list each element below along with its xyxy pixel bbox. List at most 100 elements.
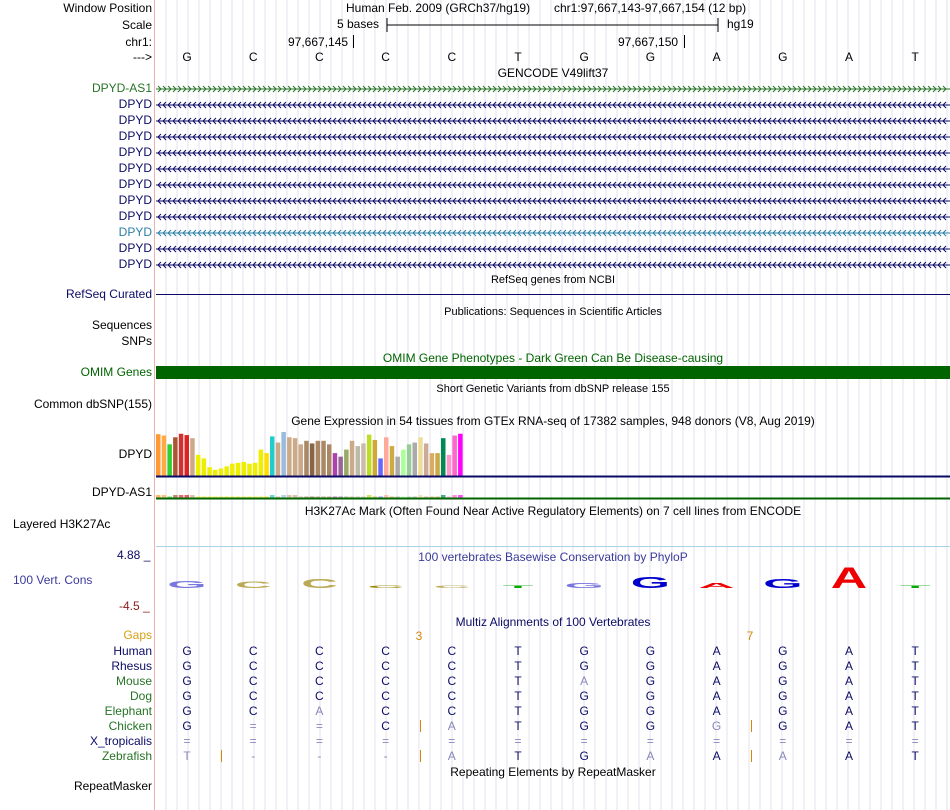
dbsnp-label[interactable]: Common dbSNP(155) bbox=[33, 397, 152, 411]
gtex-bar-as1 bbox=[275, 496, 281, 498]
gencode-track-label[interactable]: DPYD bbox=[118, 113, 152, 127]
gtex-bar-as1 bbox=[401, 496, 406, 498]
gencode-track-line[interactable] bbox=[156, 211, 950, 223]
phylop-letter: A bbox=[698, 581, 734, 589]
gtex-bar-as1 bbox=[441, 495, 446, 498]
alignment-base: G bbox=[182, 689, 192, 703]
gtex-bar-as1 bbox=[321, 496, 326, 498]
label-separator bbox=[154, 0, 155, 810]
gencode-track-line[interactable] bbox=[156, 115, 950, 127]
alignment-base: A bbox=[712, 704, 721, 718]
gtex-chart[interactable] bbox=[156, 428, 950, 500]
gencode-track-label[interactable]: DPYD bbox=[118, 177, 152, 191]
gtex-bar bbox=[366, 434, 372, 476]
gencode-track-line[interactable] bbox=[156, 147, 950, 159]
gtex-bar bbox=[435, 453, 440, 476]
species-label[interactable]: Elephant bbox=[104, 704, 152, 718]
gtex-bar bbox=[298, 444, 303, 476]
omim-bar[interactable] bbox=[156, 366, 950, 379]
pubs-sequences-label[interactable]: Sequences bbox=[91, 318, 152, 332]
phylop-letter: G bbox=[631, 573, 670, 591]
gaps-label: Gaps bbox=[123, 628, 152, 642]
gencode-track-label[interactable]: DPYD bbox=[118, 241, 152, 255]
alignment-base: C bbox=[381, 704, 390, 718]
gtex-bar bbox=[412, 442, 417, 476]
gtex-bar bbox=[270, 436, 275, 476]
gencode-track-label[interactable]: DPYD bbox=[118, 129, 152, 143]
position-range[interactable]: chr1:97,667,143-97,667,154 (12 bp) bbox=[554, 1, 747, 15]
gtex-bar bbox=[327, 444, 332, 476]
species-label[interactable]: Dog bbox=[129, 689, 152, 703]
gtex-bar-as1 bbox=[281, 495, 286, 498]
gencode-track-line[interactable] bbox=[156, 259, 950, 271]
gtex-bar-as1 bbox=[429, 496, 435, 498]
species-label[interactable]: Human bbox=[113, 644, 152, 658]
species-label[interactable]: X_tropicalis bbox=[89, 734, 152, 748]
refseq-label[interactable]: RefSeq Curated bbox=[65, 287, 152, 301]
alignment-base: C bbox=[315, 689, 324, 703]
gtex-bar-as1 bbox=[366, 495, 372, 498]
alignment-base: G bbox=[645, 644, 656, 658]
gencode-track-line[interactable] bbox=[156, 83, 950, 95]
gencode-track-label[interactable]: DPYD bbox=[118, 145, 152, 159]
gtex-bar-as1 bbox=[344, 496, 349, 498]
gtex-bar bbox=[156, 434, 161, 476]
alignment-base: C bbox=[381, 674, 390, 688]
phylop-letter: T bbox=[503, 584, 534, 588]
repeatmasker-title: Repeating Elements by RepeatMasker bbox=[450, 765, 656, 779]
alignment-base: = bbox=[382, 734, 390, 748]
gtex-sub-label[interactable]: DPYD-AS1 bbox=[91, 485, 152, 499]
gtex-bar bbox=[446, 454, 452, 476]
alignment-base: = bbox=[448, 734, 456, 748]
gencode-track-label[interactable]: DPYD bbox=[118, 257, 152, 271]
gtex-bar-as1 bbox=[178, 495, 184, 498]
sequence-base: C bbox=[447, 50, 457, 64]
alignment-base: G bbox=[645, 659, 656, 673]
phylop-label[interactable]: 100 Vert. Cons bbox=[13, 573, 93, 587]
gencode-track-line[interactable] bbox=[156, 131, 950, 143]
gtex-bar-as1 bbox=[161, 495, 167, 498]
gencode-track-line[interactable] bbox=[156, 195, 950, 207]
gtex-bar bbox=[332, 453, 338, 476]
alignment-base: C bbox=[315, 674, 324, 688]
alignment-base: G bbox=[645, 704, 656, 718]
phylop-title: 100 vertebrates Basewise Conservation by… bbox=[418, 550, 688, 564]
gtex-bar-as1 bbox=[418, 495, 423, 498]
gap-marker bbox=[750, 720, 752, 732]
gtex-bar bbox=[161, 435, 167, 476]
gencode-track-label[interactable]: DPYD bbox=[118, 193, 152, 207]
species-label[interactable]: Zebrafish bbox=[101, 749, 152, 763]
gtex-bar bbox=[304, 440, 309, 476]
omim-label[interactable]: OMIM Genes bbox=[80, 365, 152, 379]
gencode-title: GENCODE V49lift37 bbox=[497, 66, 609, 80]
gtex-main-label[interactable]: DPYD bbox=[118, 447, 152, 461]
gencode-track-line[interactable] bbox=[156, 99, 950, 111]
species-label[interactable]: Chicken bbox=[108, 719, 152, 733]
coord-left-tick bbox=[353, 35, 354, 48]
phylop-max-label: 4.88 _ bbox=[117, 548, 151, 562]
gencode-track-line[interactable] bbox=[156, 243, 950, 255]
coord-right: 97,667,150 bbox=[618, 35, 679, 49]
gencode-track-label[interactable]: DPYD-AS1 bbox=[91, 81, 152, 95]
alignment-base: = bbox=[514, 734, 522, 748]
repeatmasker-label[interactable]: RepeatMasker bbox=[73, 779, 152, 793]
gtex-bar bbox=[207, 467, 212, 476]
gencode-track-label[interactable]: DPYD bbox=[118, 225, 152, 239]
alignment-base: C bbox=[381, 644, 390, 658]
gtex-bar bbox=[315, 440, 321, 476]
gtex-bar bbox=[309, 443, 315, 476]
alignment-base: = bbox=[779, 734, 787, 748]
gencode-track-label[interactable]: DPYD bbox=[118, 161, 152, 175]
gencode-track-line[interactable] bbox=[156, 179, 950, 191]
h3k27ac-label[interactable]: Layered H3K27Ac bbox=[13, 517, 111, 531]
pubs-snps-label[interactable]: SNPs bbox=[121, 334, 152, 348]
gtex-bar bbox=[173, 437, 178, 476]
gencode-track-label[interactable]: DPYD bbox=[118, 97, 152, 111]
gencode-track-line[interactable] bbox=[156, 163, 950, 175]
gtex-bar bbox=[338, 456, 343, 476]
gencode-track-line[interactable] bbox=[156, 227, 950, 239]
species-label[interactable]: Mouse bbox=[115, 674, 152, 688]
gencode-track-label[interactable]: DPYD bbox=[118, 209, 152, 223]
species-label[interactable]: Rhesus bbox=[111, 659, 152, 673]
